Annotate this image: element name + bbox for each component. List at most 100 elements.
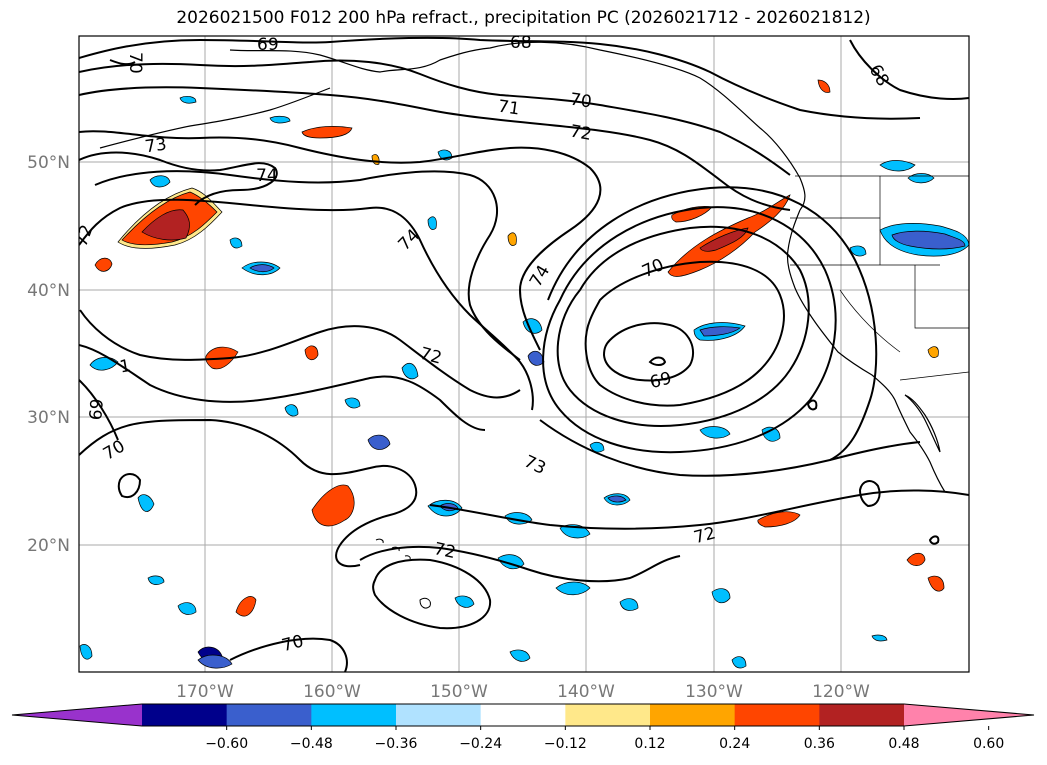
precip-blob xyxy=(367,434,391,450)
border-state xyxy=(914,265,969,329)
precip-blob xyxy=(906,552,926,566)
colorbar-tick-label: 0.36 xyxy=(804,736,835,752)
colorbar-tick-label: −0.48 xyxy=(290,736,333,752)
contour-label: 71 xyxy=(497,97,521,120)
contour-label: 74 xyxy=(256,166,278,186)
coastlines xyxy=(99,41,946,609)
lon-label: 130°W xyxy=(685,682,743,702)
colorbar-extend-low xyxy=(12,704,142,726)
colorbar-tick-label: 0.24 xyxy=(719,736,750,752)
precip-blob xyxy=(179,96,197,104)
contour-label: 1 xyxy=(118,356,132,378)
contour-line xyxy=(79,86,791,211)
precip-blob xyxy=(284,404,299,417)
contour-line xyxy=(79,379,119,441)
contour-line xyxy=(806,399,818,411)
precip-blob xyxy=(879,160,916,172)
border-state xyxy=(839,289,901,353)
contour-line xyxy=(542,206,837,454)
precip-blob xyxy=(427,216,437,230)
precip-blob xyxy=(699,227,749,252)
colorbar-extend-high xyxy=(904,704,1034,726)
precip-blob xyxy=(619,598,639,611)
baja-california xyxy=(904,394,941,453)
colorbar-tick-label: −0.24 xyxy=(459,736,502,752)
contour-line xyxy=(928,535,940,545)
precip-blob xyxy=(311,484,355,527)
colorbar-tick-label: 0.60 xyxy=(973,736,1004,752)
contour-line xyxy=(858,480,881,508)
lat-label: 30°N xyxy=(27,408,70,428)
political-borders xyxy=(790,175,969,381)
contour-line xyxy=(539,419,921,477)
contour-label: 69 xyxy=(257,35,279,55)
colorbar-segment xyxy=(565,704,651,726)
pacific-northwest-coast xyxy=(786,209,946,493)
map-title: 2026021500 F012 200 hPa refract., precip… xyxy=(176,8,871,28)
colorbar-tick-label: −0.36 xyxy=(375,736,418,752)
contour-line xyxy=(556,225,810,427)
lon-label: 120°W xyxy=(812,682,870,702)
colorbar-segment xyxy=(142,704,228,726)
refractivity-contours xyxy=(79,36,969,672)
contour-line xyxy=(109,59,136,66)
precip-positive xyxy=(94,79,945,617)
precip-blob xyxy=(891,230,966,250)
precip-blob xyxy=(344,397,361,409)
longitude-labels: 170°W 160°W 150°W 140°W 130°W 120°W xyxy=(176,682,870,702)
contour-line xyxy=(429,489,969,530)
precip-blob xyxy=(141,209,190,241)
contour-line xyxy=(648,356,667,366)
colorbar-tick-label: 0.48 xyxy=(888,736,919,752)
contour-line xyxy=(79,198,534,411)
precip-blob xyxy=(301,126,353,139)
colorbar-segment xyxy=(734,704,820,726)
precip-blob xyxy=(711,588,731,604)
contour-line xyxy=(372,558,492,630)
contour-label: 69 xyxy=(86,398,108,421)
colorbar-tick-label: −0.60 xyxy=(205,736,248,752)
latitude-labels: 50°N 40°N 30°N 20°N xyxy=(27,153,70,556)
colorbar-segment xyxy=(396,704,482,726)
colorbar-segment xyxy=(480,704,566,726)
contour-line xyxy=(584,260,785,407)
lon-label: 160°W xyxy=(303,682,361,702)
lon-label: 150°W xyxy=(430,682,488,702)
precip-blob xyxy=(401,362,419,380)
colorbar-outline xyxy=(11,703,1035,727)
contour-line xyxy=(79,130,602,351)
precip-blob xyxy=(269,115,291,124)
precip-blob xyxy=(235,596,257,617)
contour-line xyxy=(849,39,969,101)
precip-blob xyxy=(147,575,165,585)
precip-blob xyxy=(197,654,233,669)
contour-label: 73 xyxy=(144,134,168,157)
precip-blob xyxy=(137,494,155,512)
precip-blob xyxy=(249,264,275,273)
border-us-mexico xyxy=(899,371,969,381)
map-frame xyxy=(78,35,970,673)
colorbar-tick-label: −0.12 xyxy=(544,736,587,752)
precip-blob xyxy=(607,495,627,503)
precip-blob xyxy=(927,575,945,592)
contour-line xyxy=(359,545,681,583)
precip-blob xyxy=(817,79,831,93)
lon-label: 140°W xyxy=(557,682,615,702)
contour-label: 72 xyxy=(432,539,457,563)
lat-label: 20°N xyxy=(27,536,70,556)
precip-blob xyxy=(454,595,475,608)
alaska-coast xyxy=(229,41,806,211)
contour-label: 70 xyxy=(569,90,593,113)
precip-blob xyxy=(871,634,888,642)
contour-line xyxy=(79,309,521,399)
precip-blob xyxy=(671,206,713,223)
precip-blob xyxy=(757,511,801,528)
lat-label: 40°N xyxy=(27,281,70,301)
contour-label: 72 xyxy=(568,121,593,144)
precip-blob xyxy=(927,346,939,358)
colorbar-segment xyxy=(650,704,736,726)
contour-line xyxy=(79,59,791,176)
aleutian-chain xyxy=(99,87,331,149)
precip-blob xyxy=(761,426,781,442)
